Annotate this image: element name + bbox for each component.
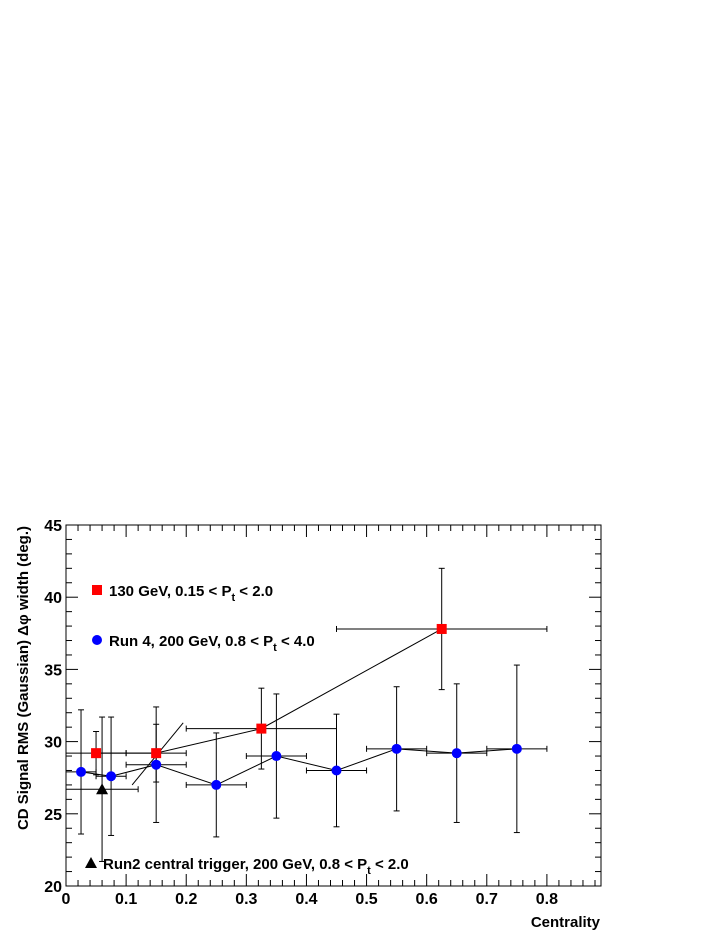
legend-label-subscript: t	[367, 865, 371, 877]
plot-frame	[65, 524, 602, 887]
x-tick-label: 0.6	[416, 891, 438, 908]
series-lines	[80, 628, 517, 786]
legend-label-tail: < 2.0	[235, 583, 273, 600]
x-tick-label: 0.8	[536, 891, 558, 908]
axis-ticks	[65, 524, 601, 887]
x-tick-labels: 0 0.1 0.2 0.3 0.4 0.5 0.6 0.7 0.8	[62, 891, 559, 908]
legend-label-subscript: t	[231, 592, 235, 604]
x-tick-label: 0.7	[476, 891, 498, 908]
x-axis-label: Centrality	[531, 914, 601, 931]
legend-label: 130 GeV, 0.15 < Pt < 2.0	[109, 583, 273, 604]
data-point	[271, 751, 282, 762]
x-tick-label: 0	[62, 891, 71, 908]
y-tick-label: 30	[44, 735, 62, 752]
legend-marker	[92, 585, 102, 595]
y-tick-labels: 20 25 30 35 40 45	[44, 518, 62, 896]
legend-label: Run 4, 200 GeV, 0.8 < Pt < 4.0	[109, 633, 315, 654]
data-point	[436, 623, 447, 634]
data-point	[511, 743, 522, 754]
data-point	[76, 766, 87, 777]
x-tick-label: 0.2	[175, 891, 197, 908]
legend-label-main: Run 4, 200 GeV, 0.8 < P	[109, 633, 273, 650]
data-point	[106, 771, 117, 782]
y-tick-label: 35	[44, 662, 62, 679]
x-tick-label: 0.1	[115, 891, 137, 908]
legend-label-tail: < 2.0	[371, 856, 409, 873]
data-point	[151, 748, 162, 759]
y-axis-label: CD Signal RMS (Gaussian) Δφ width (deg.)	[15, 526, 32, 830]
data-point	[391, 743, 402, 754]
legend-label-subscript: t	[273, 642, 277, 654]
data-point	[256, 723, 267, 734]
x-tick-label: 0.5	[355, 891, 377, 908]
y-tick-label: 40	[44, 590, 62, 607]
y-tick-label: 45	[44, 518, 62, 535]
data-point	[451, 748, 462, 759]
legend-marker	[85, 857, 97, 868]
legend-marker	[92, 635, 102, 645]
data-point	[331, 765, 342, 776]
data-point	[151, 759, 162, 770]
error-bars	[65, 567, 548, 862]
x-tick-label: 0.3	[235, 891, 257, 908]
legend-label-tail: < 4.0	[277, 633, 315, 650]
legend-label: Run2 central trigger, 200 GeV, 0.8 < Pt …	[103, 856, 409, 877]
legend-label-main: Run2 central trigger, 200 GeV, 0.8 < P	[103, 856, 367, 873]
legend-label-main: 130 GeV, 0.15 < P	[109, 583, 231, 600]
data-point	[211, 779, 222, 790]
data-markers	[76, 623, 522, 795]
y-tick-label: 25	[44, 807, 62, 824]
y-tick-label: 20	[44, 879, 62, 896]
series-line	[80, 748, 517, 786]
x-tick-label: 0.4	[295, 891, 317, 908]
data-point	[91, 748, 102, 759]
data-point	[96, 783, 109, 795]
